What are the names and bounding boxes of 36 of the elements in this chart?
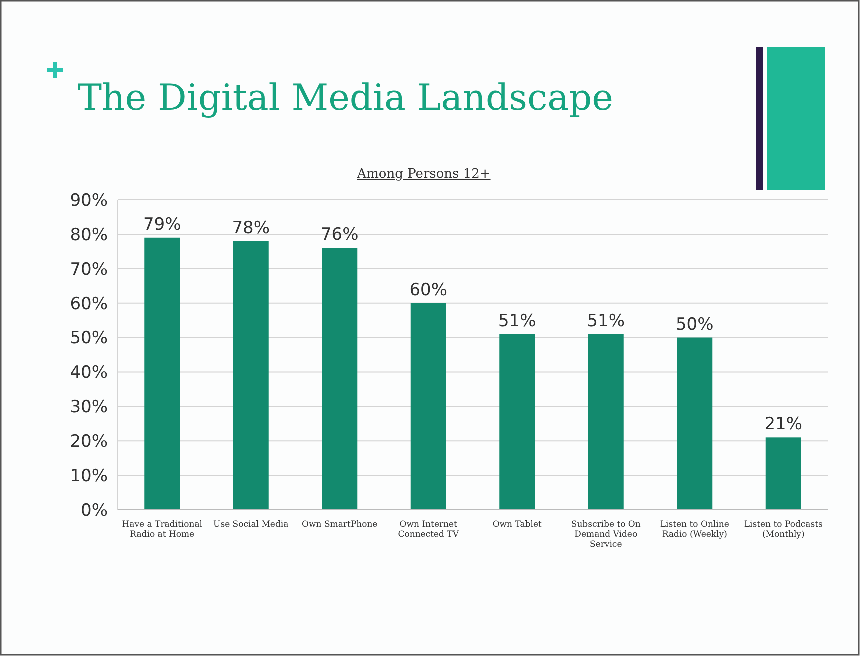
y-tick-label: 30%: [70, 398, 108, 418]
data-label: 78%: [232, 218, 270, 238]
data-label: 21%: [764, 414, 803, 435]
x-tick-label: Subscribe to On Demand Video Service: [571, 520, 642, 550]
bar: [144, 238, 180, 510]
bar: [322, 248, 358, 510]
x-tick-label: Own Tablet: [492, 520, 543, 530]
y-tick-label: 0%: [81, 500, 108, 521]
bar: [233, 241, 269, 510]
y-tick-label: 80%: [70, 225, 108, 246]
bar: [500, 334, 536, 510]
x-tick-label: Own SmartPhone: [302, 520, 378, 530]
bar: [677, 338, 713, 510]
x-tick-label: Own Internet Connected TV: [398, 520, 460, 540]
chart-title: The Digital Media Landscape: [78, 78, 614, 119]
chart-subtitle: Among Persons 12+: [356, 167, 491, 182]
bar: [410, 303, 446, 510]
data-label: 51%: [587, 311, 626, 332]
y-tick-label: 70%: [70, 260, 108, 280]
y-tick-label: 40%: [70, 363, 108, 384]
y-tick-label: 60%: [70, 294, 108, 314]
y-tick-label: 50%: [70, 328, 108, 349]
data-label: 50%: [676, 314, 714, 335]
x-tick-label: Use Social Media: [214, 520, 289, 530]
data-label: 79%: [143, 214, 182, 235]
bar: [588, 334, 624, 510]
bar: [766, 438, 802, 510]
y-tick-label: 90%: [70, 190, 108, 211]
x-tick-label: Listen to Podcasts (Monthly): [744, 520, 823, 540]
y-tick-label: 20%: [70, 432, 108, 452]
data-label: 76%: [320, 225, 359, 246]
data-label: 60%: [410, 280, 448, 300]
data-label: 51%: [498, 311, 536, 332]
x-tick-label: Have a Traditional Radio at Home: [122, 520, 203, 540]
x-tick-label: Listen to Online Radio (Weekly): [660, 520, 730, 540]
y-tick-label: 10%: [70, 466, 108, 487]
